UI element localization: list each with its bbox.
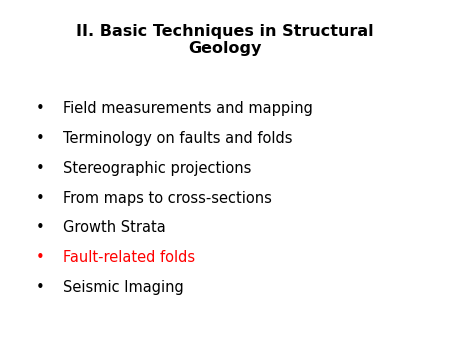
Text: Field measurements and mapping: Field measurements and mapping (63, 101, 313, 116)
Text: Growth Strata: Growth Strata (63, 220, 166, 235)
Text: •: • (36, 161, 45, 176)
Text: Seismic Imaging: Seismic Imaging (63, 280, 184, 295)
Text: Fault-related folds: Fault-related folds (63, 250, 195, 265)
Text: •: • (36, 250, 45, 265)
Text: II. Basic Techniques in Structural
Geology: II. Basic Techniques in Structural Geolo… (76, 24, 374, 56)
Text: From maps to cross-sections: From maps to cross-sections (63, 191, 272, 206)
Text: •: • (36, 280, 45, 295)
Text: •: • (36, 131, 45, 146)
Text: •: • (36, 191, 45, 206)
Text: Stereographic projections: Stereographic projections (63, 161, 252, 176)
Text: Terminology on faults and folds: Terminology on faults and folds (63, 131, 292, 146)
Text: •: • (36, 220, 45, 235)
Text: •: • (36, 101, 45, 116)
